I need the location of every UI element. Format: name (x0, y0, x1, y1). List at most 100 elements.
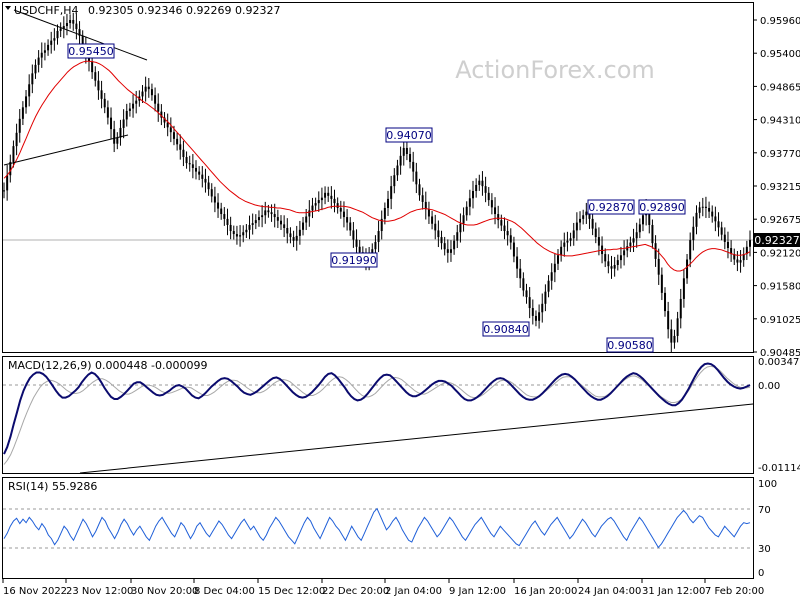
candle-body (418, 184, 421, 196)
candle-body (251, 223, 254, 225)
candle-body (374, 241, 377, 250)
candle-body (582, 215, 585, 219)
candle-body (399, 155, 402, 166)
candle-body (563, 242, 566, 247)
header: USDCHF,H4 0.92305 0.92346 0.92269 0.9232… (5, 4, 280, 17)
candle-body (150, 89, 153, 96)
time-tick-label: 9 Jan 12:00 (449, 586, 506, 597)
candle-body (56, 30, 59, 39)
candle-body (519, 268, 522, 279)
candle-body (390, 186, 393, 199)
candle-body (125, 110, 128, 120)
candle-body (459, 223, 462, 233)
candle-body (698, 207, 701, 213)
macd-tick-label: 0.003472 (758, 357, 800, 368)
candle-body (657, 258, 660, 275)
price-tick-label: 0.91580 (760, 282, 800, 293)
candle-body (195, 167, 198, 172)
candle-body (641, 215, 644, 225)
price-tick-label: 0.90485 (760, 348, 800, 359)
candle-body (103, 98, 106, 108)
candle-body (547, 280, 550, 292)
time-tick-label: 2 Jan 04:00 (385, 586, 442, 597)
candles-group (3, 12, 751, 353)
candle-body (534, 315, 537, 321)
candle-body (575, 222, 578, 231)
candle-body (556, 255, 559, 264)
current-price-badge (754, 233, 800, 247)
candle-body (355, 239, 358, 247)
price-tick-label: 0.93215 (760, 182, 800, 193)
candle-body (654, 243, 657, 259)
price-tick-label: 0.92120 (760, 248, 800, 259)
label-092870-box (587, 199, 635, 215)
candle-body (201, 174, 204, 179)
candle-body (34, 64, 37, 74)
candle-body (21, 107, 24, 119)
trendline-lower (3, 134, 129, 166)
price-tick-label: 0.94310 (760, 116, 800, 127)
candle-body (405, 147, 408, 155)
candle-body (660, 274, 663, 293)
macd-title: MACD(12,26,9) 0.000448 -0.000099 (8, 359, 207, 372)
candle-body (308, 210, 311, 217)
candle-body (342, 211, 345, 218)
rsi-line (3, 507, 751, 549)
candle-body (6, 175, 9, 191)
candle-body (484, 186, 487, 193)
candle-body (409, 154, 412, 162)
candle-body (635, 232, 638, 239)
candle-body (279, 220, 282, 225)
header-ohlc: 0.92305 0.92346 0.92269 0.92327 (88, 4, 280, 17)
candle-body (28, 84, 31, 97)
candle-body (110, 117, 113, 130)
candle-body (267, 210, 270, 213)
candle-body (314, 203, 317, 206)
candle-body (128, 108, 131, 111)
candle-body (588, 211, 591, 219)
rsi-panel-frame (2, 477, 754, 579)
candle-body (424, 201, 427, 210)
candle-body (43, 50, 46, 53)
candle-body (506, 231, 509, 236)
candle-body (298, 229, 301, 236)
candle-body (160, 111, 163, 118)
rsi-tick-label: 100 (758, 479, 777, 490)
rsi-tick-label: 30 (758, 544, 771, 555)
candle-body (475, 184, 478, 192)
time-tick-label: 16 Jan 20:00 (514, 586, 577, 597)
candle-body (207, 182, 210, 190)
candle-body (720, 227, 723, 235)
candle-body (670, 329, 673, 343)
candle-body (695, 212, 698, 227)
candle-body (119, 127, 122, 138)
candle-body (305, 216, 308, 223)
candle-body (638, 224, 641, 233)
candle-body (72, 20, 75, 24)
candle-body (487, 192, 490, 201)
macd-panel-frame (2, 356, 754, 474)
candle-body (245, 229, 248, 233)
time-tick-label: 8 Dec 04:00 (194, 586, 255, 597)
candle-body (106, 107, 109, 118)
candle-body (257, 217, 260, 221)
candle-body (232, 231, 235, 235)
candle-body (736, 259, 739, 263)
candle-body (69, 20, 72, 24)
label-090840: 0.90840 (482, 321, 530, 337)
candle-body (210, 189, 213, 197)
label-091990-box (330, 252, 378, 268)
candle-body (449, 249, 452, 253)
candle-body (292, 237, 295, 241)
candle-body (679, 298, 682, 319)
candle-body (468, 198, 471, 207)
candle-body (402, 147, 405, 156)
candle-body (714, 216, 717, 222)
candle-body (53, 38, 56, 41)
candle-body (75, 23, 78, 30)
candle-body (723, 234, 726, 242)
candle-body (179, 144, 182, 150)
candle-body (396, 165, 399, 176)
rsi-title: RSI(14) 55.9286 (8, 480, 97, 493)
